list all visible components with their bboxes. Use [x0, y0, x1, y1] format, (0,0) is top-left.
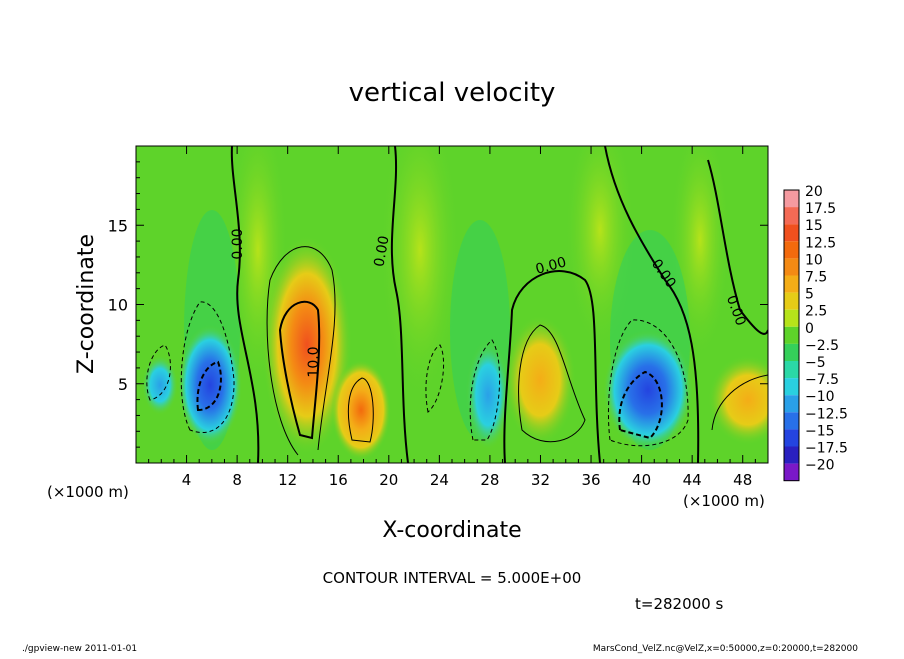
- contour-5-b: [347, 377, 374, 443]
- colorbar-label: −12.5: [805, 406, 848, 422]
- colorbar-label: 7.5: [805, 270, 827, 286]
- y-axis: 5 10 15: [108, 161, 768, 448]
- colorbar-swatch: [784, 446, 799, 464]
- colorbar-label: −17.5: [805, 441, 848, 457]
- colorbar-label: −15: [805, 423, 835, 439]
- x-unit-left: (×1000 m): [47, 483, 129, 501]
- x-tick-label: 12: [278, 471, 297, 489]
- x-tick-label: 24: [430, 471, 449, 489]
- x-axis-label: X-coordinate: [382, 518, 521, 543]
- x-unit-right: (×1000 m): [683, 492, 765, 510]
- colorbar-swatch: [784, 190, 799, 208]
- x-tick-label: 32: [531, 471, 550, 489]
- colorbar-frame: [783, 189, 800, 482]
- x-tick-label: 40: [632, 471, 651, 489]
- x-tick-label: 8: [232, 471, 242, 489]
- colorbar-label: 12.5: [805, 235, 836, 251]
- downdraft-x2: [142, 355, 178, 415]
- y-tick-label: 15: [108, 216, 128, 235]
- x-axis: 4 8 12 16 20 24 28 32 36 40 44 48: [148, 146, 756, 489]
- updraft-x49: [708, 355, 768, 445]
- contour-label: 0.00: [371, 235, 392, 268]
- colorbar-swatch: [784, 343, 799, 361]
- y-axis-label: Z-coordinate: [74, 234, 99, 374]
- colorbar-label: 5: [805, 287, 814, 303]
- plot-area: [136, 146, 768, 463]
- downdraft-x28: [466, 340, 510, 450]
- contour-zero-4: [604, 146, 700, 463]
- footer-left: ./gpview-new 2011-01-01: [22, 644, 137, 654]
- colorbar-label: −2.5: [805, 338, 839, 354]
- contour-interval-text: CONTOUR INTERVAL = 5.000E+00: [323, 569, 582, 587]
- contour-label: 10.0: [306, 346, 322, 377]
- contour-zero-2: [390, 146, 409, 463]
- colorbar-swatch: [784, 463, 799, 481]
- colorbar-swatch: [784, 292, 799, 310]
- contour-label: 0.00: [230, 228, 246, 259]
- y-tick-label: 5: [118, 375, 128, 394]
- colorbar-swatch: [784, 395, 799, 413]
- colorbar-label: −7.5: [805, 372, 839, 388]
- updraft-x31: [504, 315, 576, 445]
- contour-neg-d: [608, 319, 689, 447]
- colorbar-swatch: [784, 224, 799, 242]
- contour-neg-b: [146, 344, 171, 401]
- colorbar-swatch: [784, 275, 799, 293]
- colorbar-swatch: [784, 207, 799, 225]
- colorbar-label: −20: [805, 458, 835, 474]
- colorbar-label: 17.5: [805, 201, 836, 217]
- footer-right: MarsCond_VelZ.nc@VelZ,x=0:50000,z=0:2000…: [593, 644, 858, 654]
- colorbar-label: 10: [805, 252, 823, 268]
- contour-5-c: [518, 324, 586, 443]
- colorbar-label: −5: [805, 355, 826, 371]
- colorbar-swatch: [784, 361, 799, 379]
- y-tick-label: 10: [108, 296, 128, 315]
- x-tick-label: 36: [581, 471, 600, 489]
- colorbar-swatch: [784, 378, 799, 396]
- updraft-x18: [331, 360, 391, 460]
- x-tick-label: 20: [379, 471, 398, 489]
- contour-neg-c: [469, 339, 501, 441]
- time-text: t=282000 s: [635, 595, 723, 613]
- contour-neg-g: [425, 344, 445, 413]
- contour-zero-5: [707, 159, 768, 335]
- colorbar-label: −10: [805, 389, 835, 405]
- contour-label: 0.00: [534, 254, 568, 278]
- colorbar-swatch: [784, 412, 799, 430]
- chart-title: vertical velocity: [349, 78, 556, 108]
- colorbar-label: 2.5: [805, 304, 827, 320]
- colorbar-swatch: [784, 258, 799, 276]
- contour-neg-f: [196, 360, 222, 412]
- contour-neg-e: [618, 370, 663, 440]
- colorbar-swatch: [784, 326, 799, 344]
- x-tick-label: 44: [683, 471, 702, 489]
- x-tick-label: 4: [182, 471, 192, 489]
- x-tick-label: 16: [329, 471, 348, 489]
- x-tick-label: 48: [733, 471, 752, 489]
- colorbar-label: 0: [805, 321, 814, 337]
- downdraft-x40: [603, 330, 693, 450]
- field-light-2: [380, 146, 460, 400]
- colorbar-label: 15: [805, 218, 823, 234]
- colorbar-swatch: [784, 241, 799, 259]
- updraft-main: [262, 235, 352, 455]
- contour-zero-1: [230, 146, 260, 463]
- colorbar-swatch: [784, 429, 799, 447]
- contour-zero-3: [503, 270, 601, 463]
- colorbar-swatch: [784, 309, 799, 327]
- contour-5-d: [711, 374, 768, 431]
- downdraft-x6: [178, 325, 242, 445]
- x-tick-label: 28: [480, 471, 499, 489]
- contour-10: [278, 300, 321, 440]
- contour-5-a: [266, 246, 336, 456]
- contour-neg-a: [180, 301, 235, 433]
- colorbar-label: 20: [805, 184, 823, 200]
